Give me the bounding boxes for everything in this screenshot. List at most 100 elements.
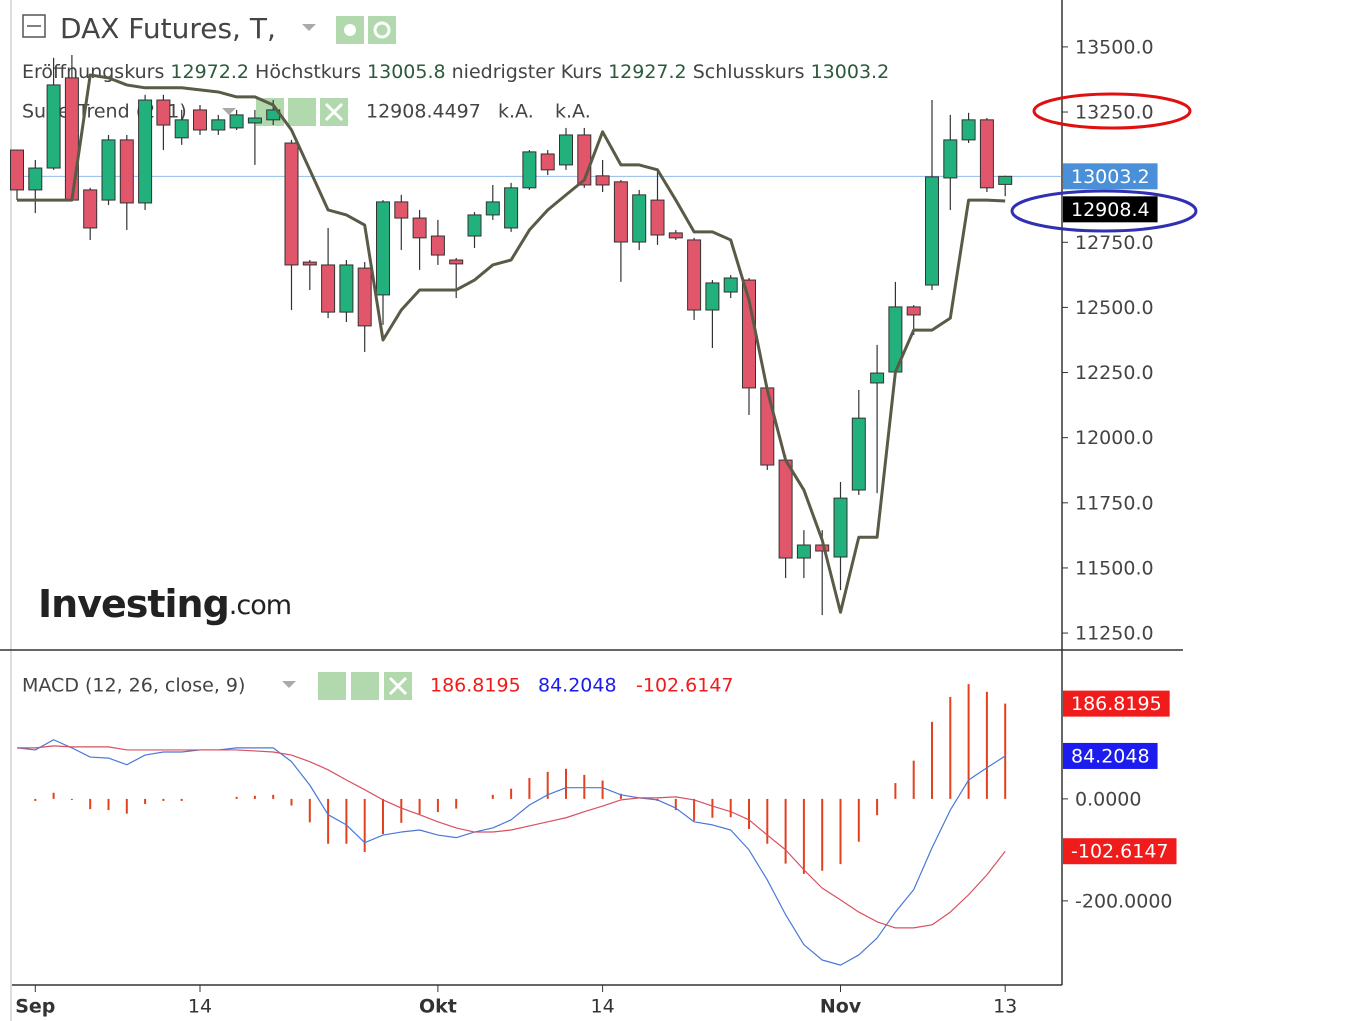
candle-body [687,239,702,311]
candle-body [229,114,244,129]
plot-area: 11250.0 11500.0 11750.0 12000.0 12250.0 12500… [10,36,1177,1018]
indicator-value-label: -102.6147 [1071,841,1169,863]
remove-icon [388,676,408,696]
last-price-label: 13003.2 [1071,166,1150,188]
candle-body [760,387,775,466]
ohlc-legend: Eröffnungskurs 12972.2 Höchstkurs 13005.… [22,61,889,83]
candle-body [394,201,409,219]
visibility-button[interactable] [318,672,346,700]
candle-body [540,153,555,171]
gear-icon [373,21,391,39]
candle-body [796,544,811,559]
dropdown[interactable] [222,108,236,115]
macd-legend-value: 84.2048 [538,675,617,697]
high-value: 13005.8 [367,61,446,83]
line-series [17,73,1006,614]
candle-body [376,201,390,296]
macd-legend: MACD (12, 26, close, 9) 186.8195 84.2048… [22,672,734,700]
candle-body [211,119,226,131]
candle-body [46,84,61,169]
annotations [1010,92,1198,233]
highlight-ellipse [1010,189,1198,233]
indicator-price-label-box [1063,196,1158,223]
logo: Investing.com [38,582,291,626]
candle-body [851,417,866,491]
indicator-status: k.A. [498,101,534,123]
main-legend: DAX Futures, T, Eröffnungskurs 12972.2 H… [22,12,889,126]
candle-body [119,139,134,204]
logo-suffix: .com [229,590,291,621]
y-tick-label: 11500.0 [1075,557,1154,579]
macd-title: MACD (12, 26, close, 9) [22,675,245,697]
candle-body [467,214,482,237]
candle-body [723,277,738,293]
dropdown[interactable] [282,681,296,688]
candle-body [522,151,537,189]
y-tick-label: 12000.0 [1075,427,1154,449]
candle-body [28,167,43,191]
candle-body [10,149,24,191]
candle-body [668,232,683,239]
y-tick-label: -200.0000 [1075,890,1173,912]
indicator-value-label: 84.2048 [1071,745,1150,767]
open-value: 12972.2 [170,61,249,83]
remove-icon [324,102,344,122]
candle-body [559,134,573,166]
indicator-value-label-box [1063,690,1170,717]
macd-legend-value: -102.6147 [636,675,734,697]
high-label: Höchstkurs [255,61,361,83]
y-tick-label: 13250.0 [1075,102,1154,124]
y-tick-label: 12500.0 [1075,297,1154,319]
candle-body [284,142,299,266]
x-tick-label: 14 [188,996,212,1018]
candle-body [357,267,372,327]
candle-body [101,139,116,201]
collapse-button[interactable] [22,14,46,38]
indicator-value-label-box [1063,838,1177,865]
indicator-price-label: 12908.4 [1071,199,1150,221]
line-series [16,739,1006,966]
low-label: niedrigster Kurs [452,61,602,83]
candle-body [998,175,1013,185]
low-value: 12927.2 [608,61,687,83]
candle-body [339,264,354,313]
x-tick-label: Nov [820,996,862,1018]
indicator-status: k.A. [555,101,591,123]
candle-body [906,306,921,316]
x-tick-label: 14 [591,996,615,1018]
dropdown[interactable] [302,24,316,31]
candle-body [174,119,189,139]
candle-body [632,194,647,243]
eye-icon [344,24,356,36]
settings-button[interactable] [288,98,316,126]
candle-body [412,217,427,239]
logo-name: Investing [38,582,229,626]
candle-body [979,119,994,189]
candle-body [961,119,976,141]
settings-button[interactable] [368,16,396,44]
candle-body [138,99,153,204]
last-price-label-box [1063,163,1158,190]
indicator-value: 12908.4497 [366,101,481,123]
candle-body [595,175,610,186]
candle-body [83,189,98,229]
candle-body [925,176,939,286]
x-tick-label: Okt [419,996,457,1018]
candle-body [705,282,720,311]
candle-body [247,117,262,124]
macd-legend-value: 186.8195 [430,675,521,697]
candle-body [193,109,207,131]
candle-body [613,181,628,243]
y-tick-label: 11250.0 [1075,623,1154,645]
candle-body [504,187,519,229]
x-tick-label: Sep [15,996,55,1018]
candle-body [430,235,445,256]
line-series [17,745,1006,929]
candle-body [833,497,848,558]
candle-body [650,199,665,236]
settings-button[interactable] [351,672,379,700]
indicator-value-label-box [1063,742,1158,769]
close-value: 13003.2 [811,61,890,83]
